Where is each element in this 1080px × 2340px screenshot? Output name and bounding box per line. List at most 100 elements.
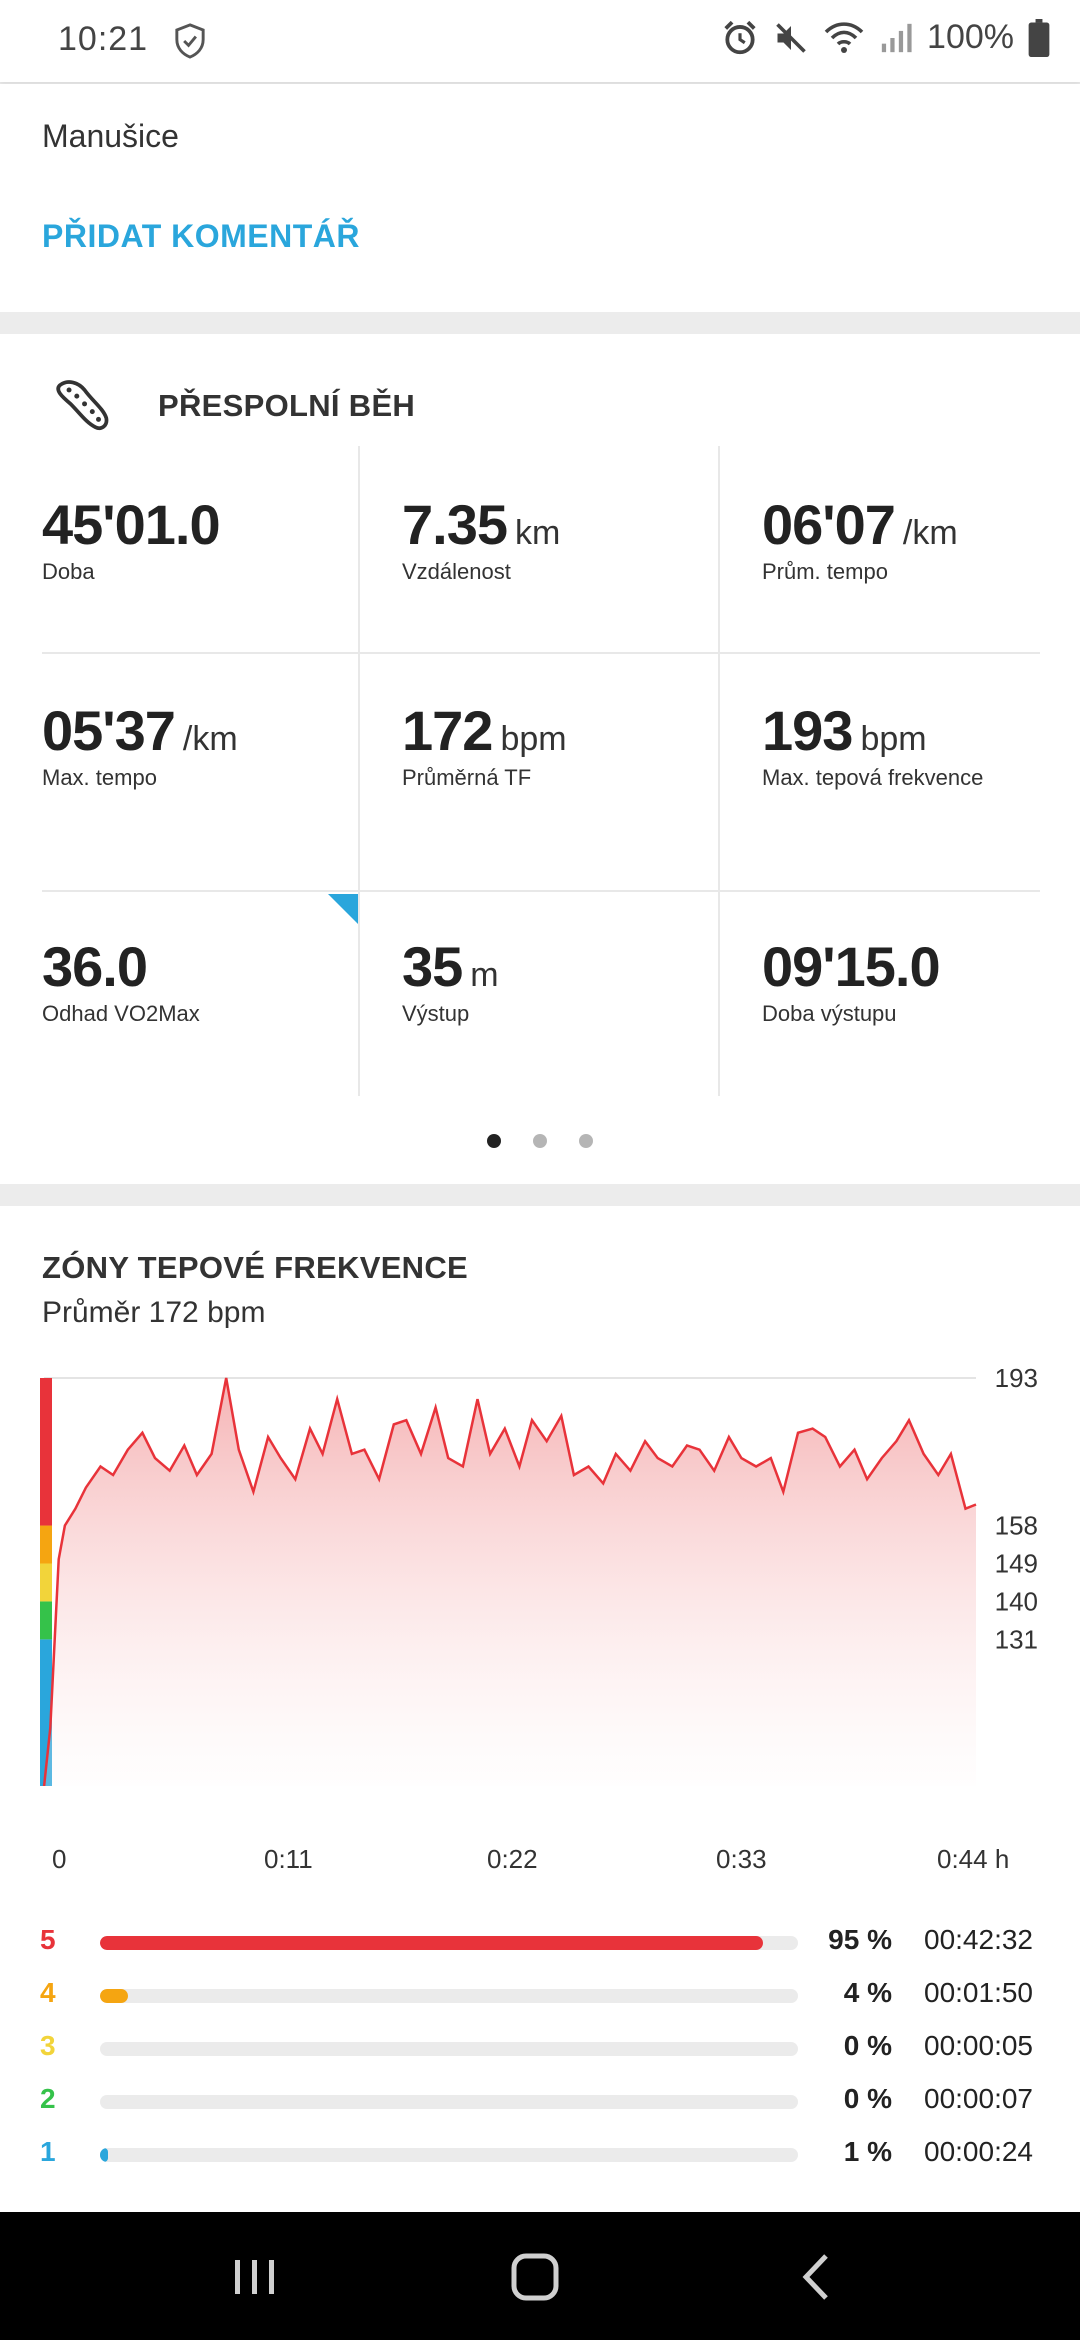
zone-percent: 95 % — [828, 1924, 892, 1955]
zone-percent: 0 % — [843, 2030, 892, 2061]
x-tick-label: 0:33 — [716, 1844, 767, 1874]
heart-rate-chart[interactable]: 19315814914013191 — [0, 1366, 1080, 1786]
highlight-flag — [328, 894, 358, 924]
zone-time: 00:01:50 — [924, 1977, 1033, 2008]
page-indicator[interactable] — [0, 1134, 1080, 1148]
stat-label: Výstup — [402, 1001, 470, 1026]
page-dot-2[interactable] — [533, 1134, 547, 1148]
status-time: 10:21 — [58, 20, 149, 58]
zone-number: 1 — [40, 2136, 56, 2167]
stat-label: Vzdálenost — [402, 559, 511, 584]
stat-max-hr: 193 bpm Max. tepová frekvence — [762, 698, 1080, 791]
zone-band-4 — [40, 1525, 52, 1564]
stat-vo2max[interactable]: 36.0 Odhad VO2Max — [42, 934, 362, 1027]
zone-band-5 — [40, 1378, 52, 1526]
shield-icon — [175, 23, 205, 59]
y-tick-label: 193 — [995, 1366, 1038, 1393]
x-tick-label: 0 — [52, 1844, 67, 1874]
back-icon[interactable] — [782, 2242, 852, 2312]
stat-ascent-time: 09'15.0 Doba výstupu — [762, 934, 1080, 1027]
zone-band-2 — [40, 1601, 52, 1640]
zone-progress-track — [100, 2042, 798, 2056]
zone-progress-track — [100, 2095, 798, 2109]
y-tick-label: 158 — [995, 1511, 1038, 1541]
page-dot-3[interactable] — [579, 1134, 593, 1148]
sport-type: PŘESPOLNÍ BĚH — [158, 388, 416, 423]
stat-unit: /km — [902, 514, 958, 552]
stat-avg-pace: 06'07/km Prům. tempo — [762, 492, 1080, 585]
grid-divider — [42, 652, 1040, 654]
stat-value: 45'01.0 — [42, 493, 221, 556]
zone-progress-fill — [100, 1989, 128, 2003]
x-tick-label: 0:11 — [264, 1844, 313, 1874]
zone-progress-fill — [100, 1936, 764, 1950]
zone-time: 00:00:05 — [924, 2030, 1033, 2061]
battery-icon — [1028, 18, 1050, 57]
page-dot-1[interactable] — [487, 1134, 501, 1148]
stat-duration: 45'01.0 Doba — [42, 492, 362, 585]
zone-row-1: 1 1 % 00:00:24 — [0, 2136, 1080, 2176]
stat-value: 05'37 — [42, 699, 176, 762]
grid-divider — [42, 890, 1040, 892]
x-tick-label: 0:44 h — [937, 1844, 1010, 1874]
grid-divider — [718, 446, 720, 1096]
x-tick-label: 0:22 — [487, 1844, 538, 1874]
stat-avg-hr: 172 bpm Průměrná TF — [402, 698, 722, 791]
y-tick-label: 140 — [995, 1586, 1038, 1616]
zone-percent: 0 % — [843, 2083, 892, 2114]
stat-label: Prům. tempo — [762, 559, 888, 584]
hr-zones-card: ZÓNY TEPOVÉ FREKVENCE Průměr 172 bpm 193… — [0, 1206, 1080, 2212]
running-shoe-icon — [56, 380, 109, 430]
zone-number: 5 — [40, 1924, 56, 1955]
zone-progress-track — [100, 1989, 798, 2003]
location-card: Manušice PŘIDAT KOMENTÁŘ — [0, 84, 1080, 312]
zone-time: 00:00:24 — [924, 2136, 1033, 2167]
stat-unit: bpm — [860, 720, 927, 758]
zone-progress-track — [100, 1936, 798, 1950]
y-tick-label: 131 — [995, 1624, 1038, 1654]
zone-row-2: 2 0 % 00:00:07 — [0, 2083, 1080, 2123]
zone-time: 00:00:07 — [924, 2083, 1033, 2114]
stat-unit: bpm — [500, 720, 567, 758]
signal-icon — [881, 23, 912, 52]
stat-unit: /km — [182, 720, 238, 758]
zone-percent: 1 % — [843, 2136, 892, 2167]
battery-percentage: 100% — [927, 18, 1014, 56]
y-tick-label: 149 — [995, 1548, 1038, 1578]
stat-value: 35 — [402, 935, 463, 998]
location-name: Manušice — [42, 118, 179, 154]
add-comment-button[interactable]: PŘIDAT KOMENTÁŘ — [42, 218, 360, 254]
stat-label: Max. tepová frekvence — [762, 765, 984, 790]
zone-time: 00:42:32 — [924, 1924, 1033, 1955]
zone-row-4: 4 4 % 00:01:50 — [0, 1977, 1080, 2017]
stat-label: Doba výstupu — [762, 1001, 897, 1026]
zone-row-5: 5 95 % 00:42:32 — [0, 1924, 1080, 1964]
system-nav-bar — [0, 2212, 1080, 2340]
stat-label: Průměrná TF — [402, 765, 532, 790]
zone-progress-fill — [100, 2148, 109, 2162]
zone-band-3 — [40, 1563, 52, 1602]
zone-number: 4 — [40, 1977, 56, 2008]
mute-icon — [776, 22, 806, 53]
home-icon[interactable] — [500, 2242, 570, 2312]
stat-label: Max. tempo — [42, 765, 157, 790]
status-bar: 10:21 100% — [0, 0, 1080, 82]
stat-unit: km — [515, 514, 561, 552]
activity-summary-card: PŘESPOLNÍ BĚH 45'01.0 Doba 7.35 km Vzdále… — [0, 334, 1080, 1184]
recent-apps-icon[interactable] — [220, 2242, 290, 2312]
stat-unit: m — [470, 956, 499, 994]
zone-progress-track — [100, 2148, 798, 2162]
stat-value: 09'15.0 — [762, 935, 941, 998]
zone-number: 3 — [40, 2030, 56, 2061]
stat-value: 36.0 — [42, 935, 148, 998]
stat-label: Doba — [42, 559, 95, 584]
zone-number: 2 — [40, 2083, 56, 2114]
hr-area — [44, 1378, 976, 1786]
alarm-icon — [724, 20, 756, 54]
stat-ascent: 35 m Výstup — [402, 934, 722, 1027]
hr-zones-title: ZÓNY TEPOVÉ FREKVENCE — [42, 1250, 469, 1285]
stat-max-pace: 05'37/km Max. tempo — [42, 698, 362, 791]
hr-line — [42, 1377, 977, 1786]
stat-value: 06'07 — [762, 493, 896, 556]
stats-grid: 45'01.0 Doba 7.35 km Vzdálenost 06'07/km … — [42, 446, 1040, 1096]
